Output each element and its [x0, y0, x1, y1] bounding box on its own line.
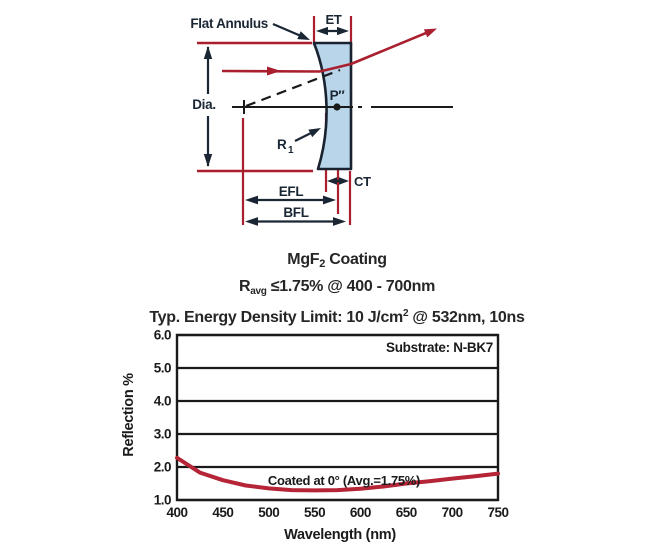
reflection-chart: 6.0 5.0 4.0 3.0 2.0 1.0 400 450 500 550 600 650 700… — [121, 328, 509, 544]
y-axis-title: Reflection % — [121, 373, 137, 457]
x-axis-title: Wavelength (nm) — [284, 527, 396, 543]
y-tick-label: 6.0 — [154, 328, 171, 343]
ct-arrowhead-right — [339, 177, 349, 185]
x-tick-label: 400 — [166, 505, 187, 520]
diameter-label: Dia. — [192, 97, 216, 112]
x-tick-label: 650 — [396, 505, 417, 520]
coating-spec-text: MgF2 Coating Ravg ≤1.75% @ 400 - 700nm T… — [26, 249, 648, 330]
r1-label: R — [277, 137, 287, 152]
et-label: ET — [325, 12, 341, 27]
efl-arrowhead-left — [245, 195, 258, 205]
et-arrowhead-left — [316, 26, 328, 36]
x-tick-label: 500 — [258, 505, 279, 520]
incident-ray-arrowhead — [267, 66, 281, 76]
x-tick-label: 700 — [442, 505, 463, 520]
flat-annulus-label: Flat Annulus — [190, 16, 268, 31]
x-tick-label: 600 — [350, 505, 371, 520]
principal-point-dot — [333, 103, 341, 111]
flat-annulus-arrowhead — [297, 31, 310, 40]
virtual-ray-dashed-line — [245, 68, 341, 108]
refracted-exit-ray — [350, 31, 428, 66]
y-tick-label: 4.0 — [154, 394, 171, 409]
ct-arrowhead-left — [327, 177, 337, 185]
y-tick-label: 3.0 — [154, 427, 171, 442]
x-tick-label: 750 — [487, 505, 508, 520]
energy-density-spec: Typ. Energy Density Limit: 10 J/cm2 @ 53… — [149, 308, 525, 326]
y-axis-tick-labels: 6.0 5.0 4.0 3.0 2.0 1.0 — [154, 328, 172, 508]
bfl-arrowhead-left — [245, 217, 258, 226]
efl-arrowhead-right — [323, 195, 336, 205]
bfl-arrowhead-right — [333, 217, 346, 226]
ct-label: CT — [354, 174, 371, 189]
flat-annulus-arrow-line — [272, 22, 302, 38]
diameter-arrowhead-bottom — [203, 154, 213, 167]
r1-label-subscript: 1 — [288, 145, 294, 156]
lens-diagram: P″ Flat Annulus ET Dia. R 1 CT EFL — [190, 12, 453, 226]
y-tick-label: 2.0 — [154, 460, 171, 475]
x-axis-tick-labels: 400 450 500 550 600 650 700 750 — [166, 505, 509, 520]
reflection-curve — [175, 455, 500, 493]
ray-inside-lens — [319, 62, 352, 73]
y-tick-label: 1.0 — [154, 493, 171, 508]
et-arrowhead-right — [337, 26, 349, 36]
y-tick-label: 5.0 — [154, 361, 171, 376]
principal-point-label: P″ — [330, 88, 346, 103]
plot-border — [175, 333, 500, 502]
coating-title: MgF2 Coating — [287, 251, 387, 270]
r1-arrow-line — [294, 131, 313, 142]
r1-arrowhead — [308, 128, 321, 138]
x-tick-label: 550 — [304, 505, 325, 520]
exit-ray-arrowhead — [423, 28, 437, 38]
x-tick-label: 450 — [212, 505, 233, 520]
bfl-label: BFL — [283, 205, 308, 220]
curve-annotation: Coated at 0° (Avg.=1.75%) — [268, 473, 420, 488]
diameter-arrowhead-top — [203, 46, 213, 59]
ravg-spec: Ravg ≤1.75% @ 400 - 700nm — [238, 277, 435, 297]
substrate-annotation: Substrate: N-BK7 — [386, 340, 493, 355]
efl-label: EFL — [279, 184, 304, 199]
